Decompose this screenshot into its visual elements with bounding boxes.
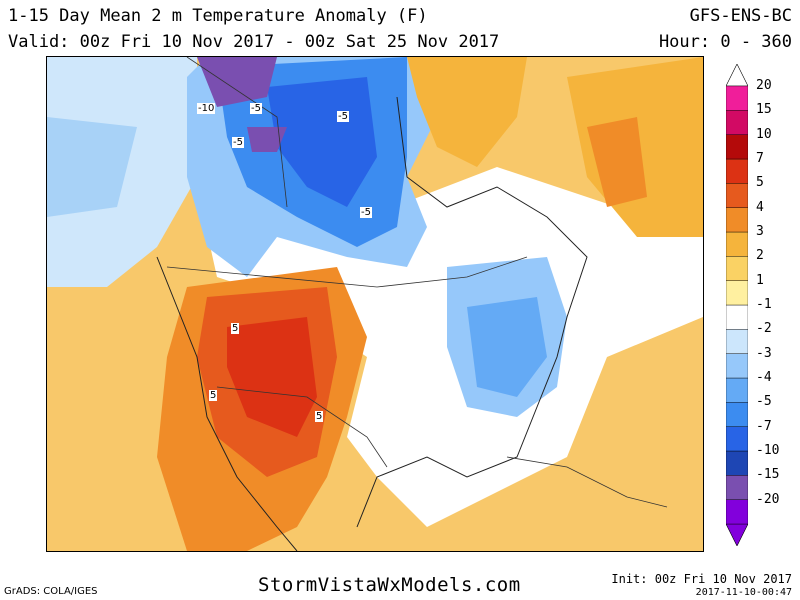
map-canvas	[47, 57, 703, 551]
eastern-us-cold-region	[467, 297, 547, 397]
color-bar-cell	[726, 207, 748, 233]
color-bar-tick-label: 15	[756, 102, 772, 118]
northwest-coldest-region	[197, 57, 277, 107]
us-canada-border	[166, 256, 528, 288]
caribbean-islands	[506, 456, 668, 508]
contour-label: 5	[231, 323, 240, 334]
color-bar-tick-label: -4	[756, 370, 772, 385]
forecast-hours: Hour: 0 - 360	[658, 32, 792, 52]
color-bar-cell	[726, 304, 748, 330]
color-bar-cell	[726, 134, 748, 160]
color-bar-cell	[726, 256, 748, 281]
contour-label: -5	[250, 103, 262, 114]
color-bar-tick-label: 7	[756, 151, 764, 166]
valid-period: Valid: 00z Fri 10 Nov 2017 - 00z Sat 25 …	[8, 32, 500, 52]
site-watermark: StormVistaWxModels.com	[258, 574, 521, 596]
us-mexico-border	[216, 386, 388, 468]
color-bar-tick-label: -5	[756, 394, 772, 410]
color-bar-tick-label: 10	[756, 126, 772, 142]
pacific-cool-core	[47, 117, 137, 217]
color-bar-tick-label: -20	[756, 491, 780, 507]
model-name: GFS-ENS-BC	[689, 6, 792, 26]
color-bar-tick-label: -7	[756, 418, 772, 434]
contour-label: -5	[337, 111, 349, 122]
color-bar-cell	[726, 231, 748, 257]
contour-label: 5	[209, 390, 218, 401]
alaska-border	[186, 57, 288, 208]
color-bar-cell	[726, 110, 748, 135]
color-bar-tick-label: 20	[756, 78, 772, 93]
color-bar-tick-label: 5	[756, 175, 764, 191]
init-time: Init: 00z Fri 10 Nov 2017	[611, 572, 792, 586]
contour-label: 5	[315, 411, 324, 422]
canada-colder-region	[267, 77, 377, 207]
color-bar-cell	[726, 426, 748, 452]
color-bar-cell	[726, 158, 748, 184]
contour-label: -5	[232, 137, 244, 148]
grads-credit: GrADS: COLA/IGES	[4, 586, 98, 597]
color-bar-cell	[726, 450, 748, 476]
contour-label: -5	[360, 207, 372, 218]
color-bar-cell	[726, 183, 748, 208]
color-bar	[726, 64, 748, 546]
map-title: 1-15 Day Mean 2 m Temperature Anomaly (F…	[8, 6, 428, 26]
color-bar-tick-label: -10	[756, 443, 780, 458]
color-bar-tick-label: 4	[756, 199, 764, 215]
color-bar-tick-label: -2	[756, 321, 772, 337]
arctic-warm-region	[407, 57, 527, 167]
color-bar-low-tip	[726, 523, 748, 546]
pacific-coastline	[156, 256, 298, 551]
color-bar-tick-label: 3	[756, 224, 764, 239]
bc-coldest-region	[247, 127, 287, 152]
color-bar-cell	[726, 499, 748, 525]
anomaly-map: -10 -5 -5 -5 -5 5 5 5	[46, 56, 704, 552]
color-bar-cell	[726, 280, 748, 306]
southwest-hottest-region	[227, 317, 317, 437]
color-bar-cell	[726, 85, 748, 111]
contour-label: -10	[197, 103, 216, 114]
color-bar-cell	[726, 377, 748, 403]
color-bar-tick-label: -1	[756, 297, 772, 312]
color-bar-tick-label: -15	[756, 467, 780, 483]
color-bar-high-tip	[726, 64, 748, 87]
color-bar-cell	[726, 353, 748, 379]
color-bar-cell	[726, 402, 748, 427]
generated-timestamp: 2017-11-10-00:47	[695, 587, 792, 598]
quebec-warm-core	[587, 117, 647, 207]
color-bar-cell	[726, 329, 748, 354]
color-bar-tick-label: 1	[756, 272, 764, 288]
continental-coastline	[356, 96, 588, 528]
color-bar-cell	[726, 475, 748, 500]
color-bar-tick-label: 2	[756, 248, 764, 264]
color-bar-tick-label: -3	[756, 345, 772, 361]
